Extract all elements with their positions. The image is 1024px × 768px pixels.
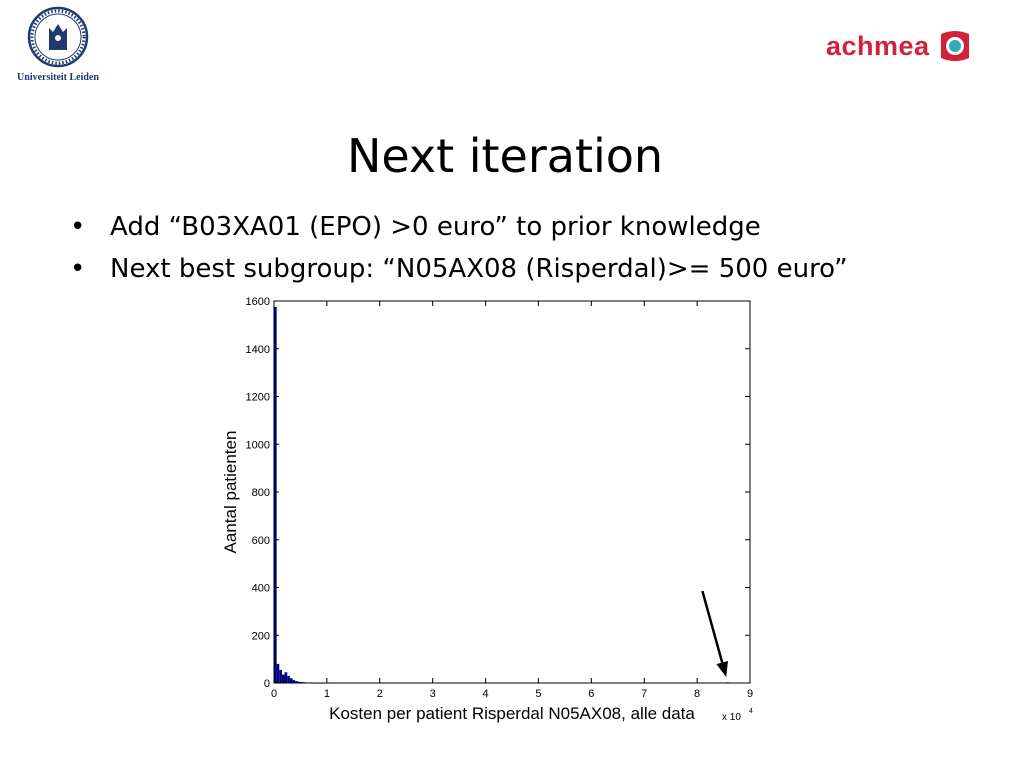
y-axis-label: Aantal patienten: [221, 431, 240, 554]
x-tick-label: 2: [377, 688, 383, 700]
bullet-item: • Add “B03XA01 (EPO) >0 euro” to prior k…: [70, 206, 848, 248]
chart-tick-labels: 0 1 2 3 4 5 6 7 8 9 0 200 400 600 800 1000 1200 1400 1600: [246, 296, 754, 700]
x-tick-label: 1: [324, 688, 330, 700]
x-tick-label: 0: [271, 688, 277, 700]
x-tick-label: 3: [430, 688, 436, 700]
histogram-bar: [284, 672, 288, 683]
histogram-bar: [292, 680, 296, 683]
achmea-logo: achmea: [826, 26, 972, 66]
histogram-bar: [279, 669, 282, 683]
y-tick-label: 1000: [246, 439, 270, 451]
y-tick-label: 1600: [246, 296, 270, 308]
annotation-arrow-shaft: [701, 590, 724, 663]
slide-title: Next iteration: [346, 128, 664, 183]
chart-bars: [274, 306, 729, 684]
bullet-icon: •: [70, 254, 86, 284]
x-axis-label: Kosten per patient Risperdal N05AX08, al…: [329, 704, 695, 723]
x-tick-label: 6: [588, 688, 594, 700]
x-tick-label: 4: [482, 688, 488, 700]
chart-annotation: [701, 590, 728, 678]
bullet-item: • Next best subgroup: “N05AX08 (Risperda…: [70, 248, 848, 290]
histogram-chart: 0 1 2 3 4 5 6 7 8 902004006008001000120014001600 …: [221, 296, 754, 723]
x-tick-label: 5: [535, 688, 541, 700]
bullet-icon: •: [70, 212, 86, 242]
histogram-bar: [287, 675, 290, 683]
plot-frame: [273, 300, 751, 684]
histogram-bar: [281, 674, 285, 683]
chart-ticks: [273, 300, 751, 684]
y-tick-label: 400: [252, 583, 270, 595]
histogram-bar: [295, 681, 298, 683]
y-tick-label: 1200: [246, 392, 270, 404]
bullet-text: Add “B03XA01 (EPO) >0 euro” to prior kno…: [110, 212, 761, 242]
x-tick-label: 7: [641, 688, 647, 700]
leiden-logo: Universiteit Leiden: [6, 6, 110, 83]
leiden-seal-icon: [27, 6, 89, 68]
x-tick-label: 9: [747, 688, 753, 700]
histogram-bar: [289, 678, 293, 683]
histogram-bar: [276, 663, 280, 683]
annotation-arrow-head: [716, 660, 728, 678]
y-tick-label: 0: [264, 678, 270, 690]
x-axis-multiplier: x 10: [722, 712, 741, 723]
histogram-bar: [274, 306, 277, 683]
y-tick-label: 600: [252, 535, 270, 547]
y-tick-label: 800: [252, 487, 270, 499]
y-tick-label: 1400: [246, 344, 270, 356]
achmea-mark-icon: [940, 31, 969, 61]
x-axis-multiplier-exponent: 4: [749, 708, 753, 715]
company-name: achmea: [826, 30, 930, 61]
university-name: Universiteit Leiden: [17, 72, 99, 83]
bullet-list: • Add “B03XA01 (EPO) >0 euro” to prior k…: [70, 206, 848, 290]
bullet-text: Next best subgroup: “N05AX08 (Risperdal)…: [110, 254, 848, 284]
x-tick-label: 8: [694, 688, 700, 700]
histogram-bar: [297, 681, 301, 683]
y-tick-label: 200: [252, 630, 270, 642]
